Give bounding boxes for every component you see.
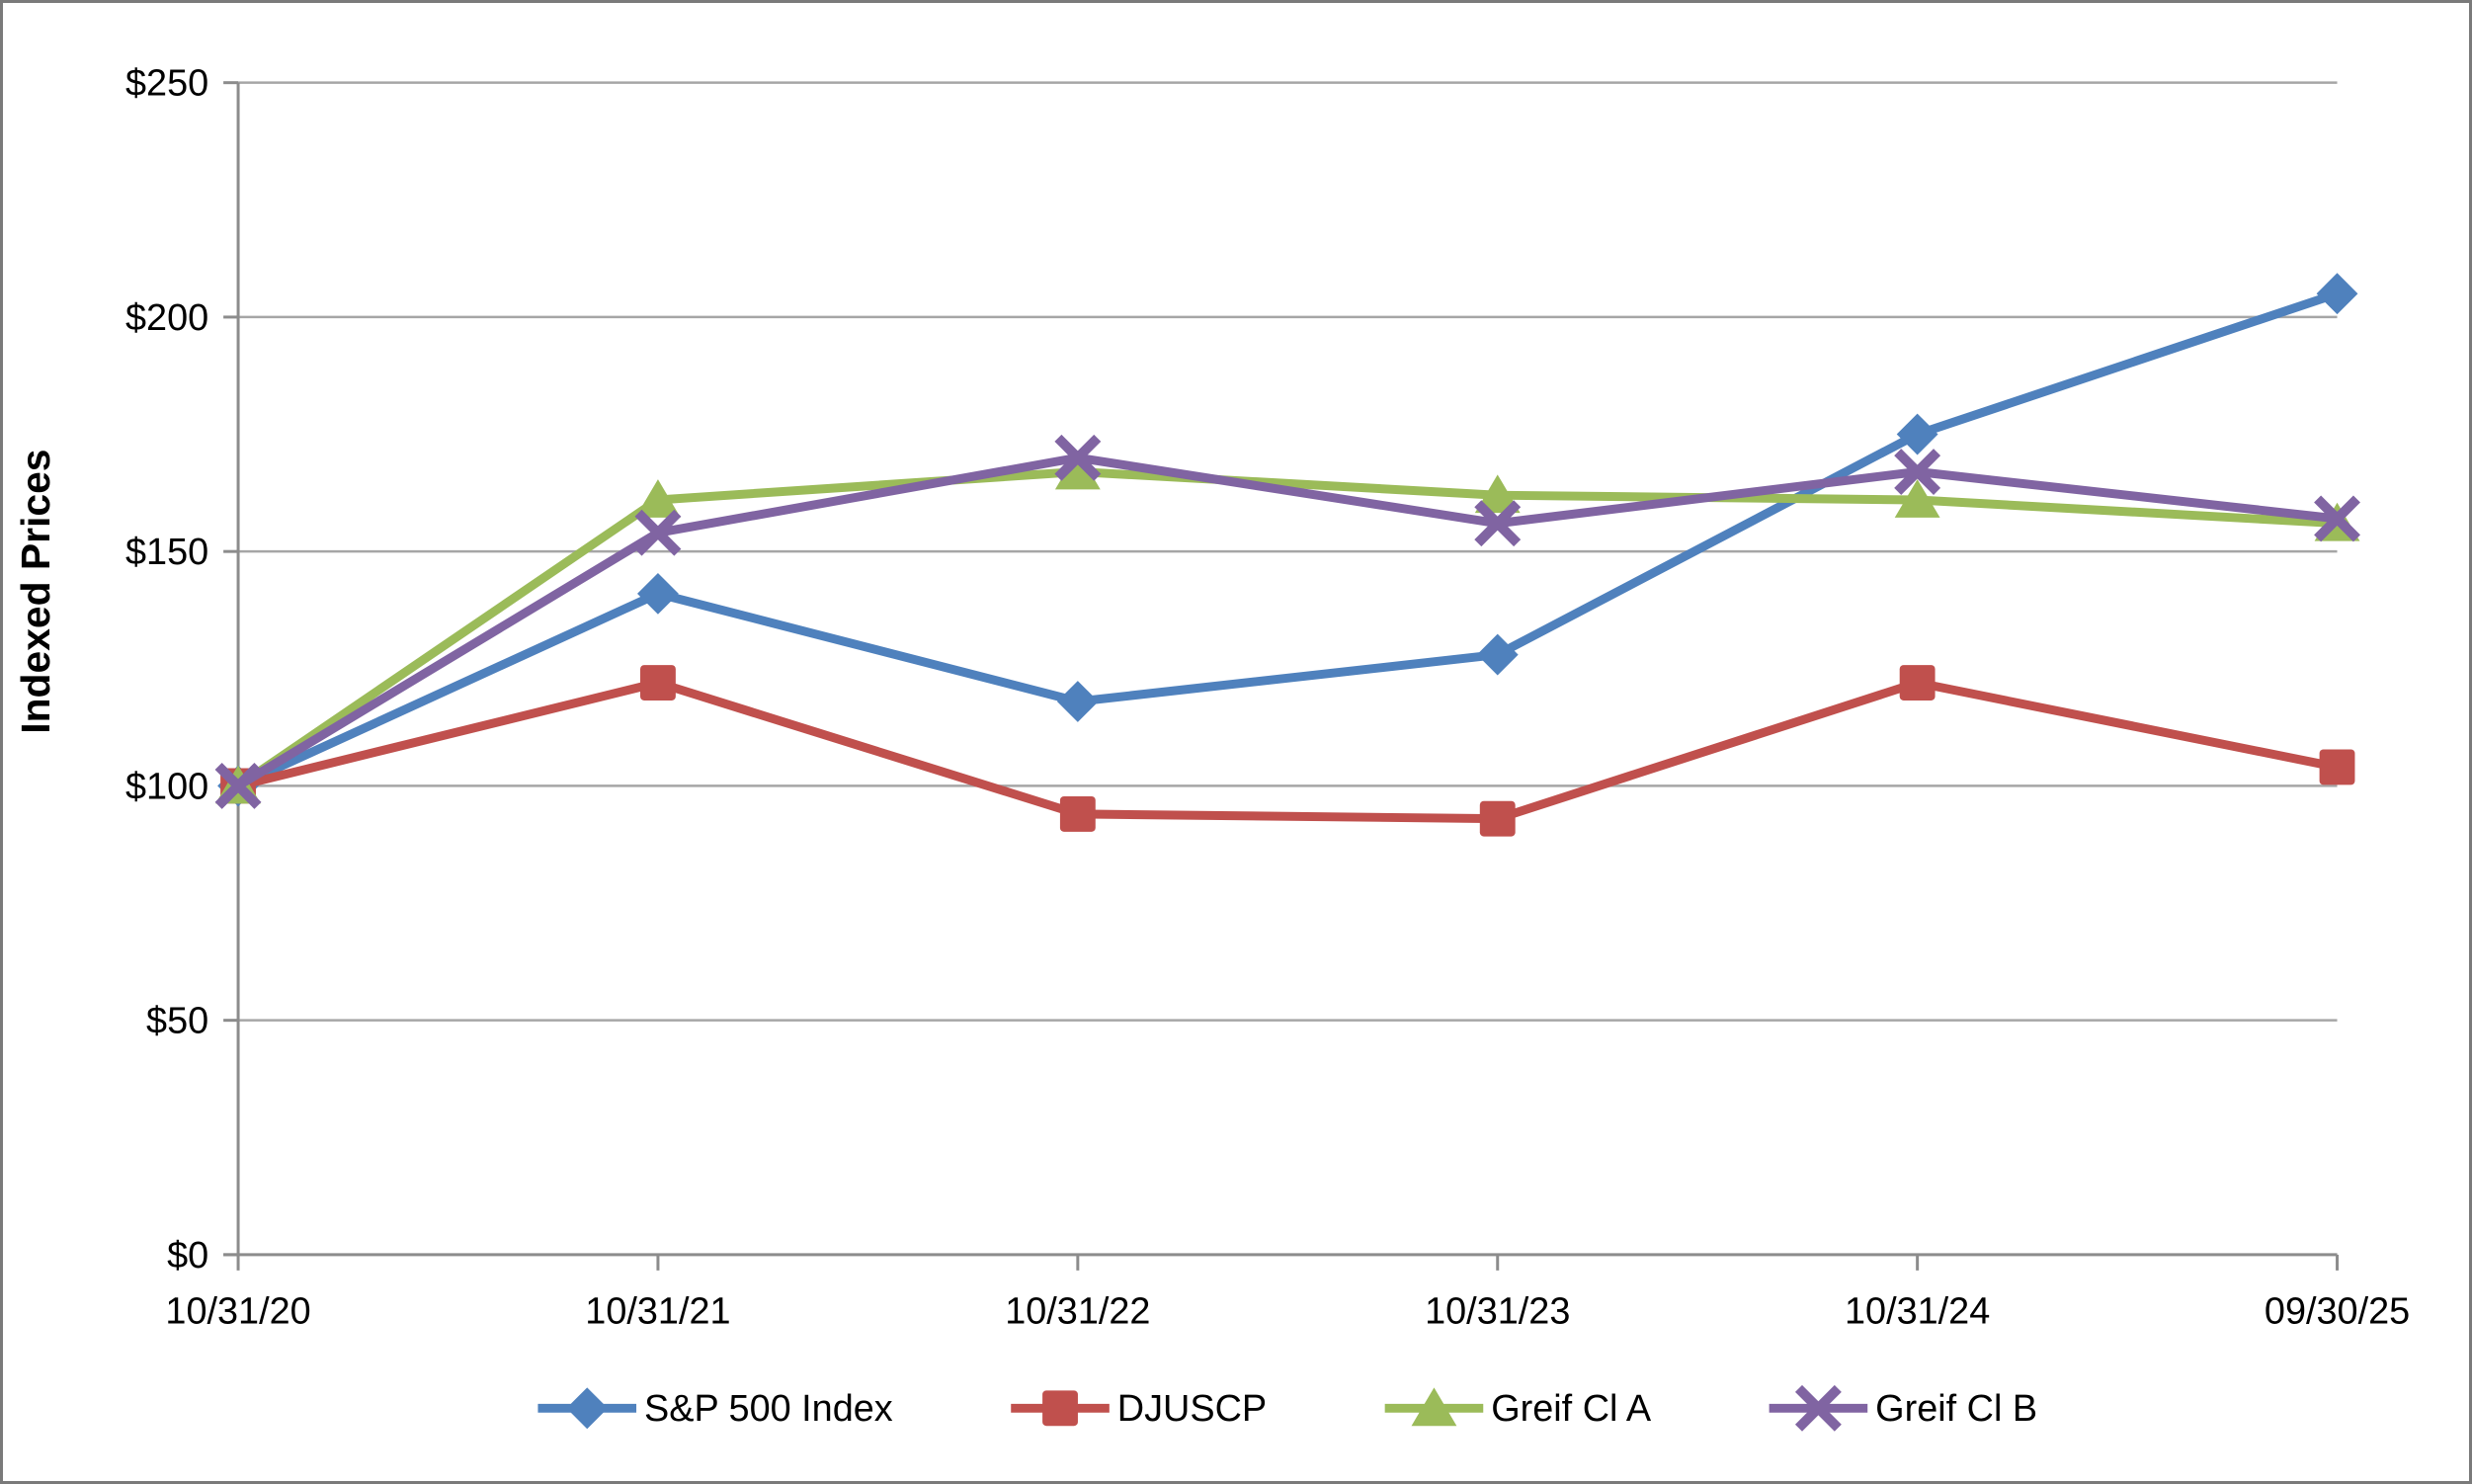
data-point-DJUSCP-10/31/21	[640, 665, 676, 701]
data-point-Greif Cl A-10/31/22	[1054, 451, 1101, 490]
data-point-S&P 500 Index-10/31/22	[1056, 681, 1099, 722]
data-point-Greif Cl A-10/31/23	[1474, 474, 1521, 514]
y-axis-label-$200: $200	[125, 297, 208, 339]
x-axis-label-10/31/20: 10/31/20	[165, 1291, 310, 1333]
data-point-S&P 500 Index-10/31/23	[1476, 633, 1519, 676]
x-axis-label-10/31/21: 10/31/21	[585, 1291, 730, 1333]
legend-label-Greif Cl B: Greif Cl B	[1875, 1388, 2037, 1430]
series-line-S&P 500 Index	[236, 289, 2339, 790]
data-point-Greif Cl B-10/31/23	[1474, 500, 1522, 547]
y-axis-label-$0: $0	[167, 1235, 208, 1277]
x-axis-label-10/31/23: 10/31/23	[1425, 1291, 1570, 1333]
y-axis-label-$100: $100	[125, 766, 208, 807]
y-axis-label-$250: $250	[125, 63, 208, 105]
data-point-S&P 500 Index-10/31/24	[1896, 413, 1938, 455]
legend-label-Greif Cl A: Greif Cl A	[1491, 1388, 1652, 1430]
series-line-Greif Cl B	[235, 453, 2339, 790]
data-point-Greif Cl A-10/31/24	[1894, 479, 1940, 518]
legend-marker-Greif Cl A	[1411, 1387, 1457, 1427]
legend-marker-Greif Cl B	[1794, 1384, 1842, 1432]
data-point-DJUSCP-10/31/22	[1059, 795, 1096, 832]
y-axis-title: Indexed Prices	[13, 450, 58, 734]
legend-marker-DJUSCP	[1042, 1390, 1078, 1427]
data-point-DJUSCP-09/30/25	[2319, 749, 2355, 785]
data-point-S&P 500 Index-10/31/21	[637, 572, 679, 615]
indexed-prices-line-chart: $0 $50 $100 $150 $200 $250 10/31/20 10/31/21 10/…	[13, 63, 2410, 1432]
x-axis-label-10/31/24: 10/31/24	[1845, 1291, 1990, 1333]
data-point-DJUSCP-10/31/24	[1899, 665, 1936, 701]
x-axis-label-10/31/22: 10/31/22	[1005, 1291, 1150, 1333]
data-point-DJUSCP-10/31/23	[1479, 800, 1516, 837]
legend-label-S&P 500 Index: S&P 500 Index	[644, 1388, 893, 1430]
y-axis-label-$50: $50	[146, 1001, 208, 1042]
data-point-Greif Cl B-09/30/25	[2314, 495, 2360, 542]
legend-label-DJUSCP: DJUSCP	[1117, 1388, 1267, 1430]
y-axis-label-$150: $150	[125, 532, 208, 573]
legend-marker-S&P 500 Index	[566, 1387, 609, 1430]
data-point-Greif Cl A-10/31/21	[635, 479, 681, 518]
data-point-Greif Cl B-10/31/21	[634, 509, 682, 556]
data-point-Greif Cl B-10/31/20	[214, 762, 262, 809]
series-line-Greif Cl A	[235, 467, 2338, 790]
data-point-Greif Cl B-10/31/22	[1054, 434, 1102, 481]
series-line-DJUSCP	[236, 678, 2339, 824]
x-axis-label-09/30/25: 09/30/25	[2265, 1291, 2410, 1333]
data-point-Greif Cl B-10/31/24	[1894, 449, 1941, 495]
data-point-S&P 500 Index-09/30/25	[2316, 273, 2358, 315]
